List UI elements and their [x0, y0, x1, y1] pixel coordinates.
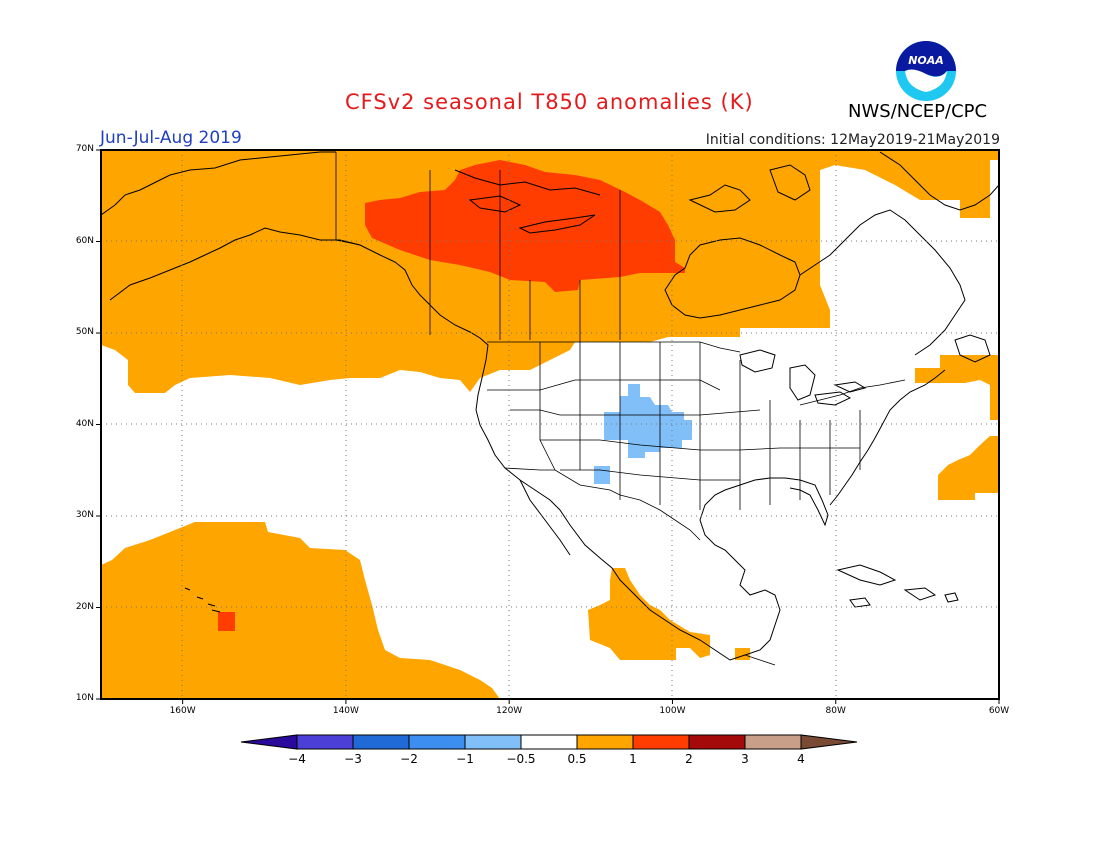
anomaly-region-atlantic-north [915, 355, 999, 420]
colorbar-segment [520, 734, 578, 750]
noaa-logo: NOAA [896, 41, 956, 101]
colorbar-segment [408, 734, 466, 750]
colorbar-segment [632, 734, 690, 750]
colorbar-high-arrow [800, 734, 858, 750]
lon-tick-label: 60W [988, 706, 1010, 716]
lon-tick-label: 80W [825, 706, 846, 716]
lon-tick-label: 140W [332, 706, 359, 716]
colorbar-label: 3 [741, 752, 749, 766]
anomaly-region-hawaii-strong [218, 612, 235, 631]
colorbar-segment [576, 734, 634, 750]
lon-tick-label: 100W [659, 706, 686, 716]
colorbar-label: −0.5 [506, 752, 536, 766]
lat-tick-label: 60N [75, 235, 94, 246]
colorbar-segment [296, 734, 354, 750]
anomaly-region-atlantic-south [938, 436, 999, 500]
colorbar-low-arrow [240, 734, 298, 750]
anomaly-region-cool-southwest [594, 466, 610, 484]
anomaly-region-cool-central [604, 384, 692, 458]
lat-tick-label: 30N [75, 510, 94, 520]
lat-tick-label: 50N [75, 327, 94, 337]
lat-tick-label: 20N [75, 601, 94, 612]
anomaly-region-mexico [588, 568, 710, 660]
lon-tick-label: 160W [169, 706, 196, 716]
lat-tick-label: 70N [75, 144, 94, 154]
colorbar-label: −2 [400, 752, 418, 766]
colorbar-label: 2 [685, 752, 693, 766]
season-label: Jun-Jul-Aug 2019 [100, 128, 242, 148]
lat-tick-label: 40N [75, 418, 94, 429]
axis-ticks [96, 149, 1000, 704]
anomaly-region-pacific [101, 522, 500, 699]
logo-text: NOAA [908, 54, 944, 67]
colorbar-label: −3 [344, 752, 362, 766]
map-title: CFSv2 seasonal T850 anomalies (K) [345, 90, 754, 114]
colorbar-label: 0.5 [567, 752, 587, 766]
political-boundaries [335, 152, 906, 666]
initial-conditions-label: Initial conditions: 12May2019-21May2019 [705, 132, 1000, 148]
colorbar-segment [744, 734, 802, 750]
colorbar-label: 4 [797, 752, 805, 766]
lat-tick-label: 10N [75, 693, 94, 703]
colorbar-segment [464, 734, 522, 750]
colorbar [240, 734, 858, 750]
colorbar-segment [688, 734, 746, 750]
anomaly-region-canada-strong [365, 160, 685, 292]
lon-tick-label: 120W [496, 706, 523, 716]
coastlines [101, 151, 999, 661]
colorbar-segment [352, 734, 410, 750]
colorbar-label: 1 [629, 752, 637, 766]
colorbar-label: −4 [288, 752, 306, 766]
colorbar-label: −1 [456, 752, 474, 766]
agency-label: NWS/NCEP/CPC [848, 101, 988, 122]
